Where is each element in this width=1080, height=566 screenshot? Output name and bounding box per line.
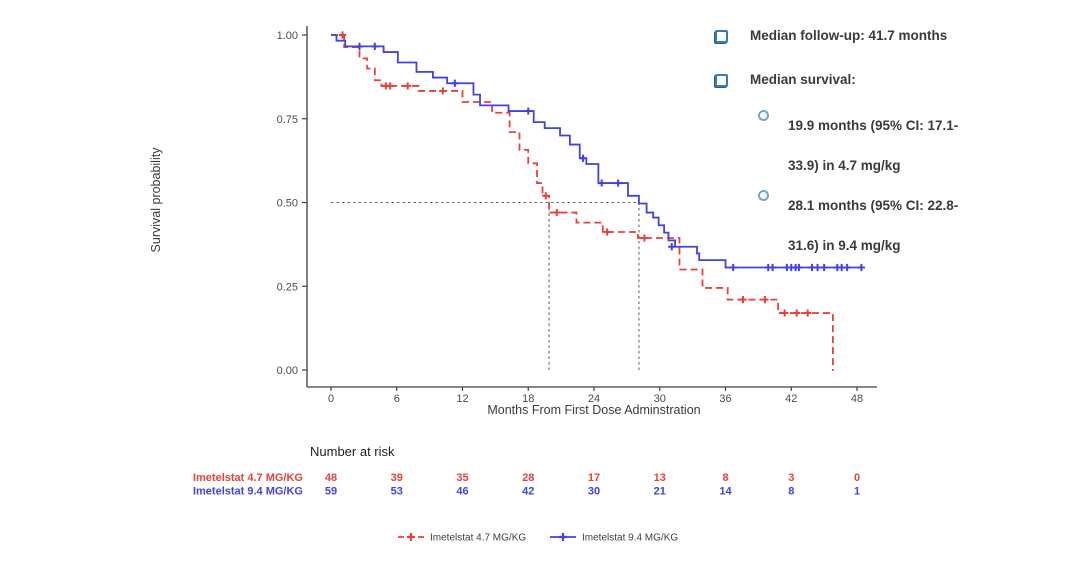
x-tick-label: 24: [588, 393, 600, 405]
x-tick-label: 30: [654, 393, 666, 405]
risk-count: 14: [719, 486, 732, 498]
annotation-line: 33.9) in 4.7 mg/kg: [788, 158, 901, 173]
y-tick-label: 0.50: [277, 198, 298, 210]
annotation-sub-text: 19.9 months (95% CI: 17.1- 33.9) in 4.7 …: [788, 106, 958, 186]
circle-bullet-icon: [758, 110, 769, 121]
series-9-4-mgkg: [331, 34, 865, 272]
y-tick-label: 0.00: [277, 365, 298, 377]
annotation-line: 31.6) in 9.4 mg/kg: [788, 238, 901, 253]
risk-count: 35: [456, 472, 468, 484]
x-tick-label: 42: [785, 393, 797, 405]
risk-count: 13: [654, 472, 666, 484]
legend-label: Imetelstat 4.7 MG/KG: [430, 533, 526, 544]
y-axis-ticks: 0.00 0.25 0.50 0.75 1.00: [277, 30, 307, 377]
y-axis-title: Survival probability: [149, 147, 163, 253]
risk-count: 8: [788, 486, 794, 498]
risk-count: 0: [854, 472, 860, 484]
x-axis-title: Months From First Dose Adminstration: [487, 403, 700, 417]
censor-marks: [338, 31, 812, 317]
square-bullet-icon: [715, 74, 728, 87]
x-tick-label: 18: [522, 393, 534, 405]
y-tick-label: 0.75: [277, 114, 298, 126]
survival-curve: [331, 34, 834, 371]
annotation-line: 28.1 months (95% CI: 22.8-: [788, 198, 959, 213]
risk-count: 46: [456, 486, 468, 498]
y-tick-label: 1.00: [277, 30, 298, 42]
risk-count: 3: [788, 472, 794, 484]
axes: [306, 26, 877, 388]
risk-count: 48: [325, 472, 337, 484]
x-tick-label: 6: [394, 393, 400, 405]
x-tick-label: 12: [456, 393, 468, 405]
annotation-text: Median survival:: [750, 72, 856, 87]
legend: Imetelstat 4.7 MG/KG Imetelstat 9.4 MG/KG: [398, 533, 678, 544]
risk-count: 21: [654, 486, 666, 498]
series-4-7-mgkg: [331, 31, 834, 371]
risk-row-label: Imetelstat 4.7 MG/KG: [193, 472, 303, 484]
median-reference-lines: [331, 201, 640, 370]
annotation-line: 19.9 months (95% CI: 17.1-: [788, 118, 959, 133]
legend-marker-icon: [407, 533, 415, 541]
risk-count: 1: [854, 486, 860, 498]
risk-count: 42: [522, 486, 534, 498]
survival-curve: [331, 34, 863, 269]
risk-row-label: Imetelstat 9.4 MG/KG: [193, 486, 303, 498]
risk-count: 17: [588, 472, 600, 484]
x-axis-ticks: 0 6 12 18 24 30 36 42 48: [328, 387, 863, 405]
annotation-sub-text: 28.1 months (95% CI: 22.8- 31.6) in 9.4 …: [788, 186, 958, 266]
legend-marker-icon: [559, 533, 567, 541]
x-tick-label: 36: [719, 393, 731, 405]
risk-count: 8: [722, 472, 728, 484]
risk-table-title: Number at risk: [310, 444, 395, 459]
circle-bullet-icon: [758, 190, 769, 201]
risk-count: 28: [522, 472, 534, 484]
y-tick-label: 0.25: [277, 281, 298, 293]
legend-label: Imetelstat 9.4 MG/KG: [582, 533, 678, 544]
risk-count: 39: [391, 472, 403, 484]
risk-count: 53: [391, 486, 403, 498]
censor-marks: [355, 42, 865, 272]
square-bullet-icon: [715, 30, 728, 43]
risk-count: 59: [325, 486, 337, 498]
annotation-panel: Median follow-up: 41.7 months Median sur…: [702, 20, 1080, 270]
x-tick-label: 48: [851, 393, 863, 405]
x-tick-label: 0: [328, 393, 334, 405]
risk-count: 30: [588, 486, 600, 498]
annotation-text: Median follow-up: 41.7 months: [750, 28, 948, 43]
